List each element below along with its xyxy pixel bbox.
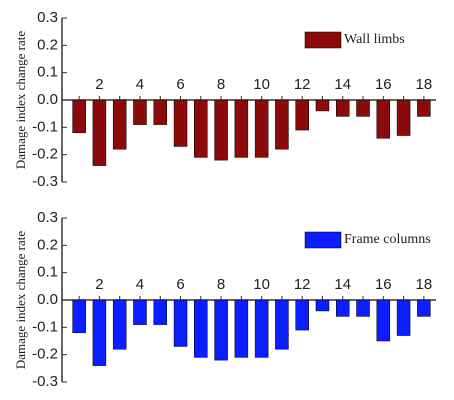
y-axis-label: Damage index change rate [13,31,28,169]
bar [295,299,309,331]
bar [356,299,370,317]
bar [376,299,391,342]
y-tick-label: 0.3 [37,209,58,226]
legend-swatch [304,231,342,249]
bar [112,99,127,150]
bar [133,99,147,125]
x-tick-label: 4 [136,76,144,93]
x-tick-label: 18 [416,276,433,293]
x-tick-label: 2 [95,76,103,93]
bar [194,299,208,358]
y-tick-label: -0.3 [32,173,58,190]
y-tick-label: 0.2 [37,36,58,53]
bar [112,299,127,350]
x-tick-label: 16 [375,276,392,293]
bar [295,99,309,131]
x-tick-label: 2 [95,276,103,293]
bar [336,99,350,117]
y-tick-label: 0.1 [37,64,58,81]
bar [275,299,289,350]
bar [194,99,208,158]
legend-swatch [304,31,342,49]
x-tick-label: 14 [334,276,351,293]
bar [92,99,107,166]
x-tick-label: 14 [334,76,351,93]
bar [72,99,86,134]
bar [234,299,249,358]
bar [336,299,350,317]
bar [214,99,228,161]
bar [417,299,431,317]
y-tick-label: 0.1 [37,264,58,281]
bar [254,99,269,158]
bar [153,299,167,325]
x-tick-label: 12 [294,276,311,293]
y-tick-label: -0.2 [32,346,58,363]
bar [133,299,147,325]
legend-label: Frame columns [344,232,431,247]
x-tick-label: 8 [217,76,225,93]
y-tick-label: -0.3 [32,373,58,390]
y-tick-label: 0.0 [37,291,58,308]
bar [396,99,411,136]
y-tick-label: 0.3 [37,9,58,26]
x-tick-label: 18 [416,76,433,93]
x-tick-label: 12 [294,76,311,93]
bar [396,299,411,336]
bar [417,99,431,117]
x-tick-label: 6 [176,76,184,93]
x-tick-label: 16 [375,76,392,93]
bar [153,99,167,125]
y-tick-label: 0.2 [37,236,58,253]
x-tick-label: 10 [253,276,270,293]
y-tick-label: -0.1 [32,318,58,335]
bar [376,99,391,139]
bar [214,299,228,361]
bar [173,99,188,147]
x-tick-label: 10 [253,76,270,93]
x-tick-label: 6 [176,276,184,293]
bar [315,99,330,112]
y-tick-label: 0.0 [37,91,58,108]
legend-label: Wall limbs [344,32,405,47]
bar [92,299,107,366]
bar [234,99,249,158]
bar [275,99,289,150]
y-tick-label: -0.1 [32,118,58,135]
y-tick-label: -0.2 [32,146,58,163]
bar [315,299,330,312]
y-axis-label: Damage index change rate [13,231,28,369]
bar [173,299,188,347]
x-tick-label: 4 [136,276,144,293]
bar [72,299,86,334]
x-tick-label: 8 [217,276,225,293]
bar [356,99,370,117]
bar [254,299,269,358]
